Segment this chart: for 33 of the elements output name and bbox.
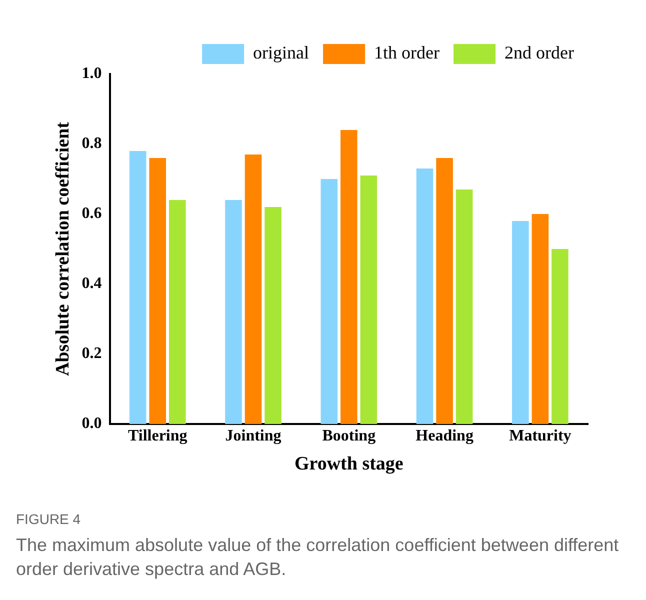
bar bbox=[244, 154, 262, 424]
bar bbox=[225, 200, 242, 424]
y-axis-title: Absolute correlation coefficient bbox=[52, 121, 74, 376]
bar bbox=[129, 151, 146, 424]
x-tick-label: Booting bbox=[322, 428, 376, 445]
y-tick-label: 0.8 bbox=[82, 135, 102, 152]
x-tick-label: Heading bbox=[416, 428, 474, 445]
x-tick-label: Maturity bbox=[509, 428, 572, 445]
bar bbox=[168, 200, 186, 424]
bar bbox=[552, 249, 568, 424]
bar bbox=[360, 176, 378, 424]
bar bbox=[532, 214, 549, 424]
x-tick-label: Tillering bbox=[128, 428, 188, 445]
x-axis-title: Growth stage bbox=[294, 454, 404, 475]
bar bbox=[320, 179, 338, 424]
bar bbox=[416, 168, 434, 424]
text: The maximum absolute value of the correlation coefficient between different order derivative spectra and AGB. bbox=[16, 534, 620, 582]
bar bbox=[456, 190, 473, 424]
bar bbox=[512, 221, 529, 424]
y-tick-label: 0.2 bbox=[82, 345, 102, 362]
legend-label: 1th order bbox=[374, 42, 440, 63]
legend-label: 2nd order bbox=[504, 42, 574, 63]
y-tick-label: 1.0 bbox=[82, 65, 102, 82]
legend-label: original bbox=[253, 42, 310, 63]
bar bbox=[436, 158, 453, 424]
y-tick-label: 0.4 bbox=[82, 275, 102, 292]
bar bbox=[149, 158, 166, 424]
y-tick-label: 0.6 bbox=[82, 205, 102, 222]
caption: FIGURE 4 bbox=[16, 510, 82, 529]
x-tick-label: Jointing bbox=[225, 428, 282, 445]
bar bbox=[264, 207, 282, 424]
y-tick-label: 0.0 bbox=[82, 415, 102, 432]
bar bbox=[340, 130, 358, 424]
